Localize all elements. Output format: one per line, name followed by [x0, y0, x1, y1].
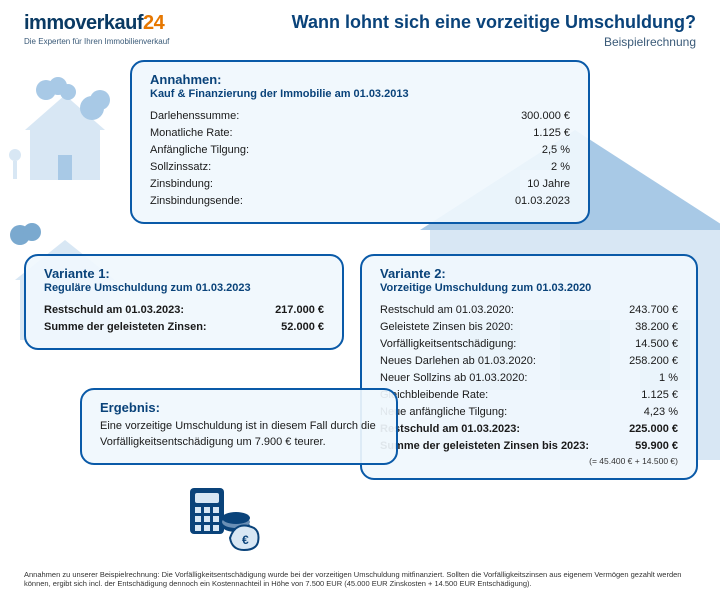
assumptions-rows: Darlehenssumme:300.000 €Monatliche Rate:…	[150, 108, 570, 210]
row-label: Neuer Sollzins ab 01.03.2020:	[380, 370, 527, 387]
row-value: 1 %	[659, 370, 678, 387]
row-value: 01.03.2023	[515, 193, 570, 210]
page-title: Wann lohnt sich eine vorzeitige Umschuld…	[292, 12, 696, 33]
data-row: Sollzinssatz: 2 %	[150, 159, 570, 176]
data-row: Monatliche Rate: 1.125 €	[150, 125, 570, 142]
variant2-note: (= 45.400 € + 14.500 €)	[380, 456, 678, 466]
result-text: Eine vorzeitige Umschuldung ist in diese…	[100, 419, 378, 451]
logo-block: immoverkauf24 Die Experten für Ihren Imm…	[24, 12, 169, 46]
row-value: 217.000 €	[275, 302, 324, 319]
assumptions-card: Annahmen: Kauf & Finanzierung der Immobi…	[130, 60, 590, 224]
variant1-subtitle: Reguläre Umschuldung zum 01.03.2023	[44, 282, 324, 294]
row-label: Sollzinssatz:	[150, 159, 211, 176]
svg-text:€: €	[242, 533, 249, 547]
row-value: 52.000 €	[281, 319, 324, 336]
data-row: Anfängliche Tilgung: 2,5 %	[150, 142, 570, 159]
row-label: Neue anfängliche Tilgung:	[380, 404, 507, 421]
row-label: Zinsbindungsende:	[150, 193, 243, 210]
data-row: Neues Darlehen ab 01.03.2020: 258.200 €	[380, 353, 678, 370]
row-value: 4,23 %	[644, 404, 678, 421]
data-row: Summe der geleisteten Zinsen: 52.000 €	[44, 319, 324, 336]
row-label: Monatliche Rate:	[150, 125, 233, 142]
row-value: 1.125 €	[641, 387, 678, 404]
row-label: Restschuld am 01.03.2023:	[44, 302, 184, 319]
variant1-heading: Variante 1:	[44, 266, 324, 281]
header: immoverkauf24 Die Experten für Ihren Imm…	[0, 0, 720, 53]
data-row: Darlehenssumme: 300.000 €	[150, 108, 570, 125]
row-value: 2,5 %	[542, 142, 570, 159]
calculator-money-icon: €	[186, 482, 266, 552]
row-label: Summe der geleisteten Zinsen:	[44, 319, 207, 336]
row-label: Geleistete Zinsen bis 2020:	[380, 319, 513, 336]
data-row: Restschuld am 01.03.2023: 225.000 €	[380, 421, 678, 438]
variant1-card: Variante 1: Reguläre Umschuldung zum 01.…	[24, 254, 344, 350]
row-value: 243.700 €	[629, 302, 678, 319]
variant2-rows: Restschuld am 01.03.2020:243.700 €Geleis…	[380, 302, 678, 455]
page-subtitle: Beispielrechnung	[292, 35, 696, 49]
row-value: 258.200 €	[629, 353, 678, 370]
row-value: 10 Jahre	[527, 176, 570, 193]
variant1-rows: Restschuld am 01.03.2023:217.000 €Summe …	[44, 302, 324, 336]
logo-text-part1: immoverkauf	[24, 12, 143, 34]
data-row: Restschuld am 01.03.2020: 243.700 €	[380, 302, 678, 319]
data-row: Neue anfängliche Tilgung: 4,23 %	[380, 404, 678, 421]
row-value: 1.125 €	[533, 125, 570, 142]
row-label: Zinsbindung:	[150, 176, 213, 193]
row-label: Anfängliche Tilgung:	[150, 142, 249, 159]
row-value: 14.500 €	[635, 336, 678, 353]
assumptions-subtitle: Kauf & Finanzierung der Immobilie am 01.…	[150, 88, 570, 100]
data-row: Zinsbindung: 10 Jahre	[150, 176, 570, 193]
row-label: Darlehenssumme:	[150, 108, 239, 125]
row-value: 38.200 €	[635, 319, 678, 336]
data-row: Neuer Sollzins ab 01.03.2020: 1 %	[380, 370, 678, 387]
logo: immoverkauf24	[24, 12, 169, 35]
row-label: Summe der geleisteten Zinsen bis 2023:	[380, 438, 589, 455]
variant2-subtitle: Vorzeitige Umschuldung zum 01.03.2020	[380, 282, 678, 294]
row-value: 59.900 €	[635, 438, 678, 455]
footnote: Annahmen zu unserer Beispielrechnung: Di…	[24, 570, 696, 590]
row-label: Neues Darlehen ab 01.03.2020:	[380, 353, 536, 370]
row-label: Vorfälligkeitsentschädigung:	[380, 336, 516, 353]
result-card: Ergebnis: Eine vorzeitige Umschuldung is…	[80, 388, 398, 465]
row-label: Restschuld am 01.03.2023:	[380, 421, 520, 438]
data-row: Vorfälligkeitsentschädigung: 14.500 €	[380, 336, 678, 353]
data-row: Zinsbindungsende: 01.03.2023	[150, 193, 570, 210]
variant2-heading: Variante 2:	[380, 266, 678, 281]
data-row: Restschuld am 01.03.2023: 217.000 €	[44, 302, 324, 319]
row-value: 225.000 €	[629, 421, 678, 438]
row-value: 300.000 €	[521, 108, 570, 125]
data-row: Geleistete Zinsen bis 2020: 38.200 €	[380, 319, 678, 336]
headline-block: Wann lohnt sich eine vorzeitige Umschuld…	[292, 12, 696, 49]
assumptions-heading: Annahmen:	[150, 72, 570, 87]
variant2-card: Variante 2: Vorzeitige Umschuldung zum 0…	[360, 254, 698, 480]
data-row: Summe der geleisteten Zinsen bis 2023: 59…	[380, 438, 678, 455]
row-label: Restschuld am 01.03.2020:	[380, 302, 514, 319]
logo-tagline: Die Experten für Ihren Immobilienverkauf	[24, 37, 169, 46]
logo-text-part2: 24	[143, 12, 164, 34]
result-heading: Ergebnis:	[100, 400, 378, 415]
data-row: Gleichbleibende Rate:1.125 €	[380, 387, 678, 404]
row-value: 2 %	[551, 159, 570, 176]
